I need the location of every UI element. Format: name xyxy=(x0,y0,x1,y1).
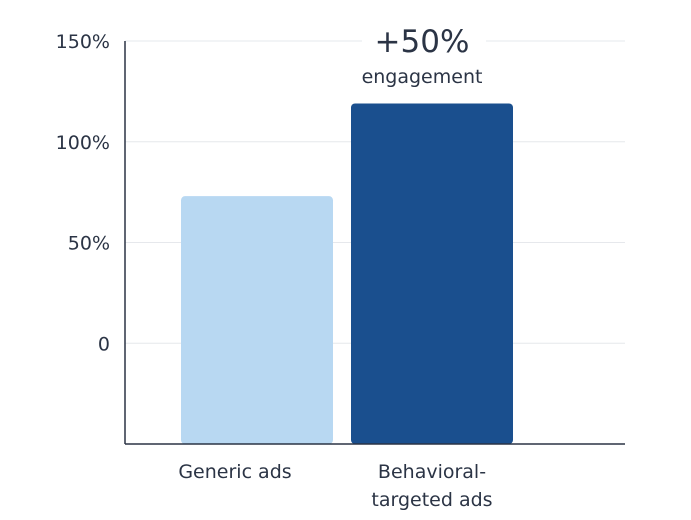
y-tick-label: 50% xyxy=(68,233,110,255)
y-tick-label: 100% xyxy=(56,132,110,154)
y-axis-ticks: 0 50% 100% 150% xyxy=(56,31,110,355)
y-tick-label: 150% xyxy=(56,31,110,53)
x-tick-label: Behavioral- xyxy=(378,461,486,483)
y-tick-label: 0 xyxy=(98,333,110,355)
x-tick-label: targeted ads xyxy=(371,489,492,511)
bar-2 xyxy=(351,103,513,444)
annotation-label: engagement xyxy=(362,66,483,88)
x-axis-labels: Generic ads Behavioral-targeted ads xyxy=(178,461,492,511)
annotation-value: +50% xyxy=(375,24,470,60)
bars xyxy=(181,103,513,444)
x-tick-label: Generic ads xyxy=(178,461,291,483)
bar-1 xyxy=(181,196,333,444)
annotation-background xyxy=(362,20,486,64)
